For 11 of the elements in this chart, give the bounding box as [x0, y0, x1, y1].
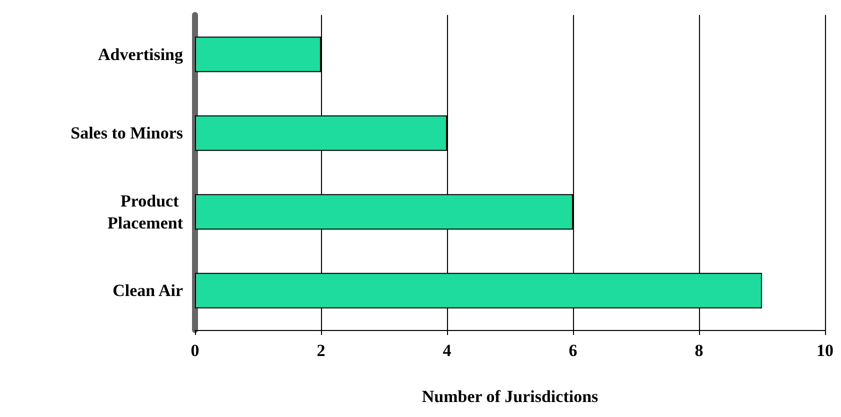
x-tick-label: 2: [316, 341, 326, 360]
y-tick-label: Advertising: [98, 44, 184, 64]
y-tick-label: Clean Air: [112, 281, 184, 300]
x-tick-label: 8: [694, 341, 704, 360]
x-tick-label: 10: [816, 341, 834, 360]
x-tick-label: 6: [568, 341, 578, 360]
x-tick-label: 0: [190, 341, 200, 360]
y-tick-label: Product Placement: [107, 191, 184, 232]
x-axis-title: Number of Jurisdictions: [422, 387, 599, 406]
x-tick-label: 4: [442, 341, 452, 360]
y-tick-label: Sales to Minors: [70, 124, 184, 143]
